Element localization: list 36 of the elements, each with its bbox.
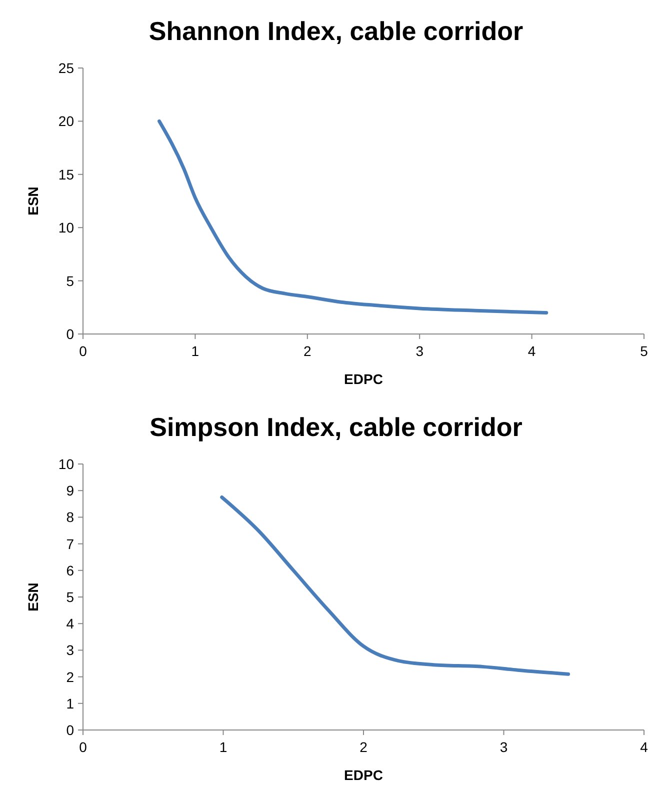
y-tick-label: 2	[66, 668, 74, 685]
y-tick-label: 1	[66, 695, 74, 712]
y-tick-label: 5	[66, 589, 74, 605]
x-tick-label: 0	[79, 343, 88, 359]
x-tick-label: 4	[528, 343, 536, 359]
line-series	[158, 119, 548, 314]
y-tick-label: 5	[66, 272, 74, 289]
y-tick-label: 0	[66, 326, 74, 342]
x-tick-label: 2	[304, 343, 312, 359]
x-tick-label: 3	[416, 343, 424, 359]
x-axis-title: EDPC	[344, 767, 383, 783]
x-tick-label: 2	[360, 739, 368, 755]
x-tick-label: 0	[79, 739, 88, 755]
y-tick-label: 7	[66, 536, 74, 552]
y-tick-label: 10	[58, 220, 74, 236]
x-tick-label: 3	[500, 739, 508, 755]
y-axis-title: ESN	[25, 582, 41, 612]
y-tick-label: 25	[58, 60, 74, 76]
y-tick-label: 8	[66, 509, 74, 526]
y-axis-title: ESN	[25, 186, 41, 216]
x-tick-label: 1	[219, 739, 228, 755]
x-tick-label: 1	[191, 343, 200, 359]
y-tick-label: 10	[58, 456, 74, 472]
y-tick-label: 20	[58, 113, 74, 130]
y-tick-label: 9	[66, 482, 74, 499]
x-axis-title: EDPC	[344, 371, 383, 387]
line-series	[220, 496, 570, 676]
y-tick-label: 4	[66, 616, 74, 632]
y-tick-label: 6	[66, 562, 74, 578]
chart-title: Simpson Index, cable corridor	[150, 412, 522, 442]
chart-title: Shannon Index, cable corridor	[148, 16, 524, 46]
y-tick-label: 3	[66, 642, 74, 658]
x-tick-label: 4	[640, 739, 648, 755]
y-tick-label: 0	[66, 722, 74, 738]
x-tick-label: 5	[640, 343, 648, 359]
y-tick-label: 15	[58, 166, 74, 182]
